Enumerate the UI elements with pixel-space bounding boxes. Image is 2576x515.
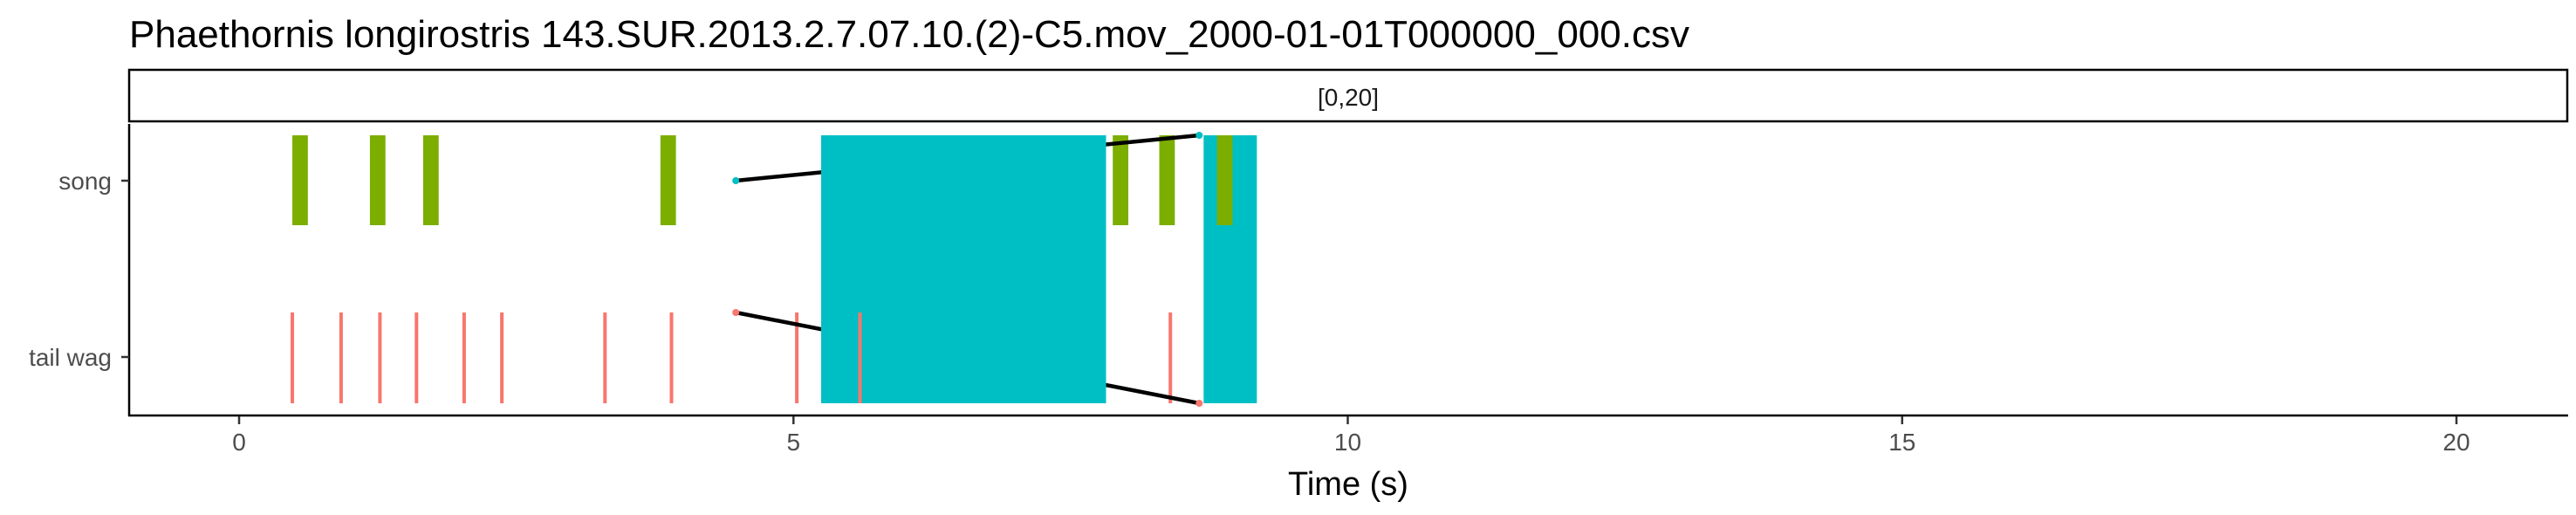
song-event-bar [1113, 135, 1128, 225]
song-event-bar [369, 135, 386, 225]
y-axis-ticks: song tail wag [29, 168, 129, 371]
chart-title: Phaethornis longirostris 143.SUR.2013.2.… [129, 13, 1689, 56]
connector-endpoint [732, 177, 740, 184]
connector-endpoint [732, 309, 740, 316]
connector-endpoint [1196, 400, 1203, 407]
x-tick-label: 15 [1888, 429, 1915, 456]
facet-strip-label: [0,20] [1318, 84, 1379, 111]
x-tick-label: 0 [232, 429, 246, 456]
connector-endpoint [1196, 132, 1203, 139]
x-axis-ticks: 0 5 10 15 20 [232, 416, 2470, 456]
x-axis-title: Time (s) [1288, 466, 1408, 503]
chart-marks [291, 132, 1257, 407]
song-event-bar [660, 135, 676, 225]
highlight-box [821, 135, 1106, 403]
x-tick-label: 10 [1334, 429, 1361, 456]
x-tick-label: 20 [2442, 429, 2470, 456]
y-tick-label: tail wag [29, 344, 112, 371]
x-tick-label: 5 [787, 429, 801, 456]
song-event-bar-overlay [1216, 135, 1233, 225]
facet-strip [127, 68, 2569, 123]
song-event-bar [292, 135, 308, 225]
plot-panel [129, 124, 2567, 415]
song-event-bar [1159, 135, 1175, 225]
y-tick-label: song [58, 168, 112, 195]
song-event-bar [422, 135, 439, 225]
